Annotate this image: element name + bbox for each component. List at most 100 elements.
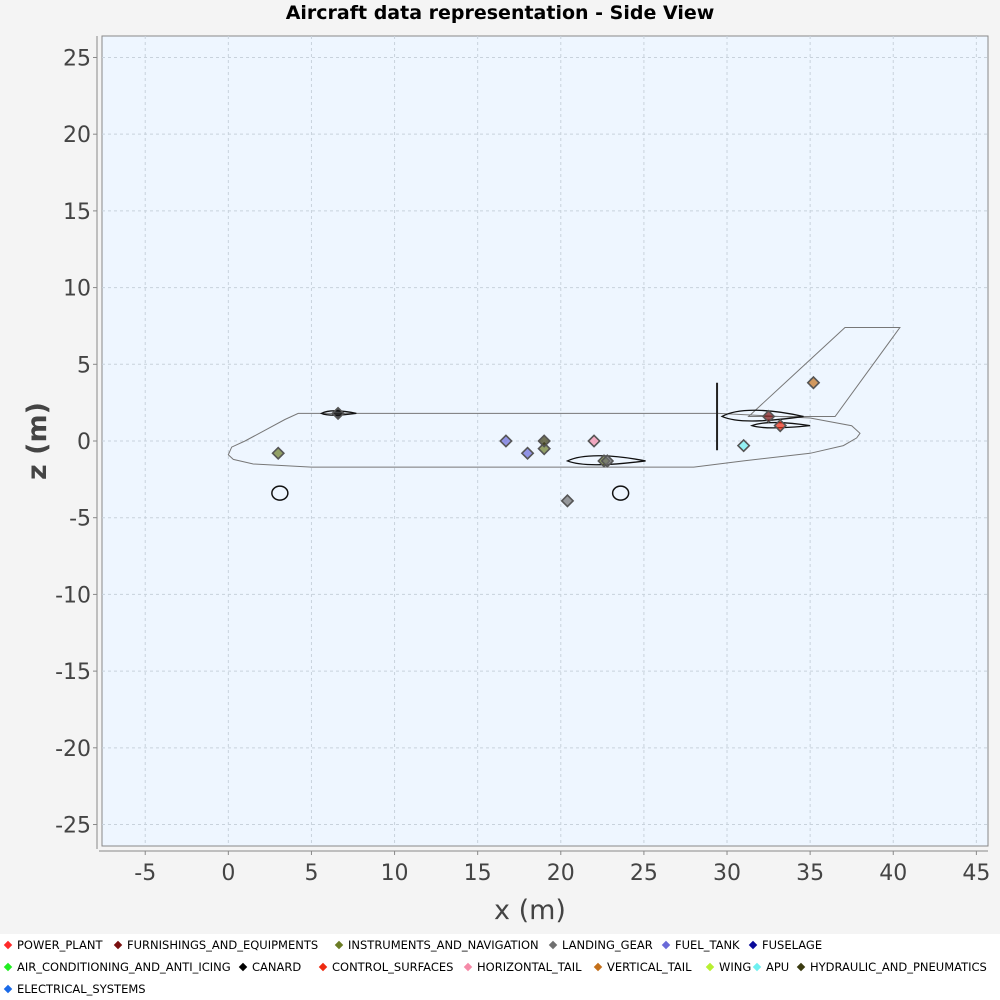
canard-airfoil — [319, 410, 357, 416]
vertical-tail-outline — [747, 327, 901, 417]
data-point — [537, 434, 551, 448]
y-tick-label: 10 — [63, 277, 91, 302]
legend-marker — [238, 962, 248, 972]
legend-label: HORIZONTAL_TAIL — [477, 960, 582, 974]
series-canard — [331, 406, 345, 421]
data-point — [271, 446, 285, 461]
data-point — [736, 438, 751, 453]
legend-item: ELECTRICAL_SYSTEMS — [2, 982, 146, 996]
x-tick-label: -5 — [134, 861, 156, 886]
legend-item: APU — [751, 960, 789, 974]
legend-marker — [113, 940, 123, 950]
nose-gear-wheel — [271, 485, 289, 501]
data-point — [560, 494, 575, 508]
legend-marker — [548, 940, 558, 950]
legend-item: CONTROL_SURFACES — [317, 960, 453, 974]
legend-label: FUEL_TANK — [675, 938, 740, 952]
x-tick-label: 10 — [381, 861, 409, 886]
legend-label: APU — [766, 960, 790, 974]
legend-item: POWER_PLANT — [2, 938, 102, 952]
data-point — [773, 418, 788, 433]
main-gear-wheel — [611, 485, 630, 501]
y-axis-label: z (m) — [22, 402, 53, 480]
legend-label: ELECTRICAL_SYSTEMS — [17, 982, 146, 996]
y-tick-label: 25 — [63, 46, 91, 71]
data-point — [537, 441, 551, 456]
x-tick-label: 20 — [547, 861, 575, 886]
legend-marker — [3, 940, 13, 950]
legend-item: FURNISHINGS_AND_EQUIPMENTS — [112, 938, 318, 952]
legend-label: CANARD — [252, 960, 302, 974]
series-hydraulic-and-pneumatics — [537, 434, 551, 448]
aircraft-outline — [227, 327, 901, 501]
x-tick-label: 35 — [796, 861, 824, 886]
legend-marker — [748, 940, 758, 950]
legend-marker — [463, 962, 473, 972]
y-tick-label: -5 — [69, 507, 91, 532]
legend-label: HYDRAULIC_AND_PNEUMATICS — [810, 960, 987, 974]
legend-label: INSTRUMENTS_AND_NAVIGATION — [348, 938, 539, 952]
legend-label: FURNISHINGS_AND_EQUIPMENTS — [127, 938, 319, 952]
series-vertical-tail — [806, 375, 821, 390]
data-point — [587, 434, 601, 448]
x-tick-label: 30 — [713, 861, 741, 886]
data-point — [499, 434, 513, 448]
legend-marker — [3, 962, 13, 972]
legend-item: LANDING_GEAR — [547, 938, 653, 952]
y-tick-label: 15 — [63, 200, 91, 225]
series-fuel-tank — [499, 434, 535, 461]
legend-item: WING — [704, 960, 751, 974]
legend-item: INSTRUMENTS_AND_NAVIGATION — [333, 938, 539, 952]
series-furnishings-and-equipments — [761, 409, 776, 424]
wing-airfoil — [565, 455, 646, 466]
legend-label: WING — [719, 960, 752, 974]
series-apu — [736, 438, 751, 453]
legend-item: HYDRAULIC_AND_PNEUMATICS — [795, 960, 987, 974]
x-tick-label: 0 — [221, 861, 235, 886]
x-tick-label: 5 — [304, 861, 318, 886]
legend-marker — [334, 940, 344, 950]
data-point — [331, 406, 345, 421]
x-tick-label: 40 — [879, 861, 907, 886]
x-tick-label: 45 — [962, 861, 990, 886]
legend-item: CANARD — [237, 960, 301, 974]
y-tick-label: -15 — [55, 660, 91, 685]
legend-marker — [705, 962, 715, 972]
y-tick-label: -10 — [55, 583, 91, 608]
data-point — [520, 446, 535, 461]
chart-title: Aircraft data representation - Side View — [285, 2, 715, 24]
data-point — [600, 454, 615, 468]
legend-label: AIR_CONDITIONING_AND_ANTI_ICING — [17, 960, 231, 974]
x-tick-label: 25 — [630, 861, 658, 886]
legend-label: CONTROL_SURFACES — [332, 960, 454, 974]
legend-marker — [752, 962, 762, 972]
series-landing-gear — [560, 454, 615, 508]
legend-marker — [3, 984, 13, 994]
x-axis-label: x (m) — [494, 895, 566, 926]
y-tick-label: 0 — [77, 430, 91, 455]
x-tick-label: 15 — [464, 861, 492, 886]
legend-label: FUSELAGE — [762, 938, 823, 952]
legend-label: LANDING_GEAR — [562, 938, 653, 952]
legend-item: VERTICAL_TAIL — [592, 960, 692, 974]
data-point — [806, 375, 821, 390]
y-tick-label: -25 — [55, 814, 91, 839]
series-horizontal-tail — [587, 434, 601, 448]
legend-label: VERTICAL_TAIL — [607, 960, 692, 974]
horizontal-tail-airfoil-lower — [750, 421, 811, 429]
legend-item: HORIZONTAL_TAIL — [462, 960, 582, 974]
y-tick-label: -20 — [55, 737, 91, 762]
legend-marker — [593, 962, 603, 972]
horizontal-tail-airfoil-upper — [720, 409, 804, 422]
y-tick-label: 5 — [77, 353, 91, 378]
series-control-surfaces — [773, 418, 788, 433]
y-tick-label: 20 — [63, 123, 91, 148]
legend-item: AIR_CONDITIONING_AND_ANTI_ICING — [2, 960, 231, 974]
fuselage-outline — [227, 412, 861, 468]
legend-item: FUEL_TANK — [660, 938, 740, 952]
legend-marker — [661, 940, 671, 950]
plot-area[interactable]: -5 0 5 10 15 20 25 30 35 40 45 25 20 15 10 5 0 -5 -10 -15 -2… — [0, 0, 1000, 934]
legend-marker — [796, 962, 806, 972]
data-point — [761, 409, 776, 424]
legend-label: POWER_PLANT — [17, 938, 103, 952]
